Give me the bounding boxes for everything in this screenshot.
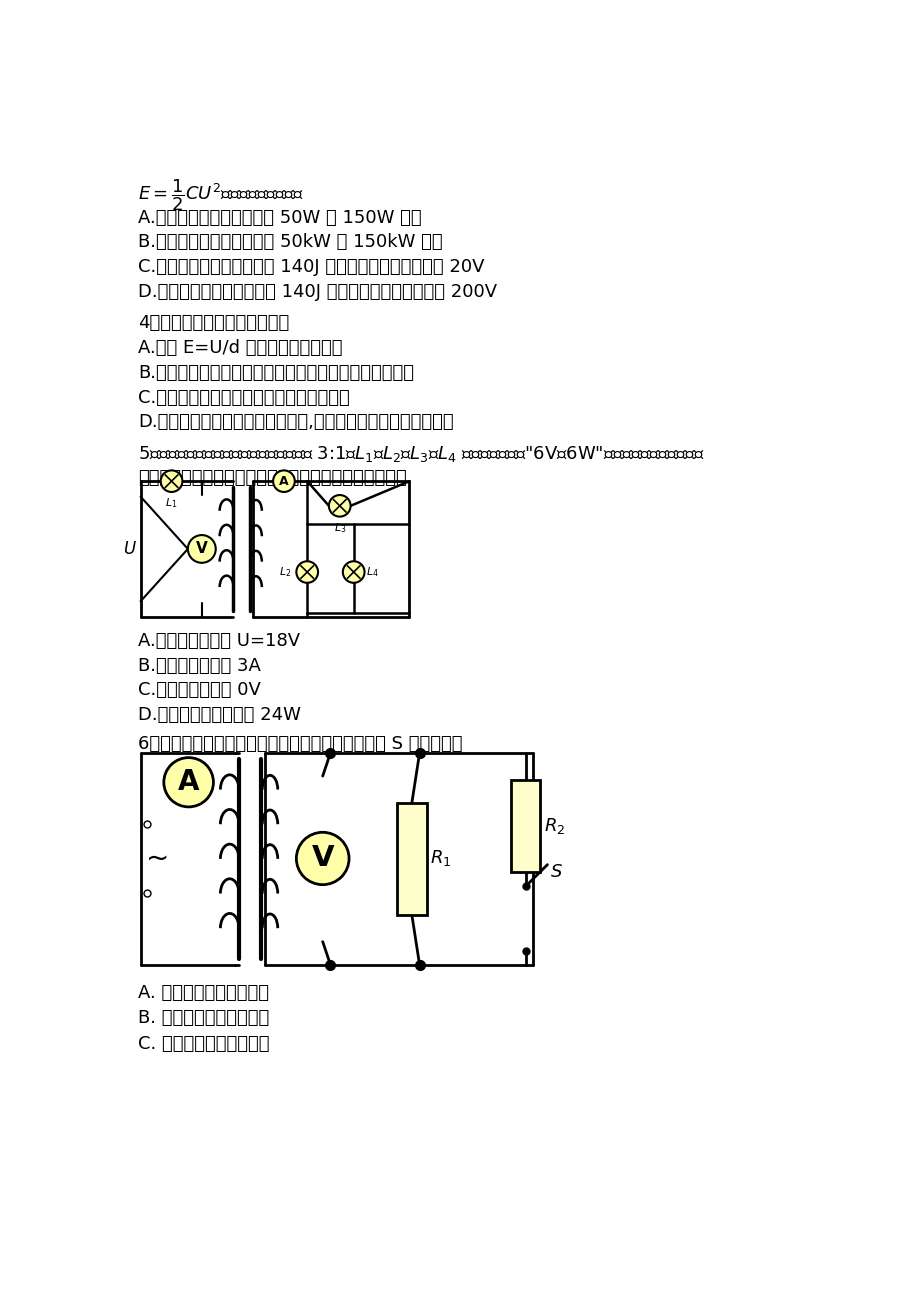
Text: $R_2$: $R_2$: [544, 816, 565, 836]
Text: B.除颤器工作时的电功率在 50kW 到 150kW 之间: B.除颤器工作时的电功率在 50kW 到 150kW 之间: [138, 233, 442, 251]
Text: A.此电路输入电压 U=18V: A.此电路输入电压 U=18V: [138, 631, 300, 650]
Text: A. 交流电压表示数将变大: A. 交流电压表示数将变大: [138, 984, 269, 1003]
Text: 4、下列说法正确的是（　　）: 4、下列说法正确的是（ ）: [138, 314, 289, 332]
Text: $R_1$: $R_1$: [430, 849, 451, 868]
Text: C.电压表的示数为 0V: C.电压表的示数为 0V: [138, 681, 261, 699]
Text: 5、如图所示，变压器原副线圈的匝数比为 3:1，$L_1$、$L_2$、$L_3$、$L_4$ 为四只规格均为"6V，6W"的相同灯泡，各电表为理: 5、如图所示，变压器原副线圈的匝数比为 3:1，$L_1$、$L_2$、$L_3…: [138, 444, 704, 465]
Text: V: V: [196, 542, 208, 556]
Text: C.要使除颤器的电容器储存 140J 的电能，充电电压需达到 20V: C.要使除颤器的电容器储存 140J 的电能，充电电压需达到 20V: [138, 258, 484, 276]
Text: V: V: [312, 845, 334, 872]
Text: B.真空中两点电荷之间的库仑力与它们之间的距离成反比: B.真空中两点电荷之间的库仑力与它们之间的距离成反比: [138, 365, 414, 383]
Bar: [397, 803, 426, 915]
Text: $L_1$: $L_1$: [165, 496, 177, 510]
Text: $L_2$: $L_2$: [279, 565, 291, 579]
Circle shape: [161, 470, 182, 492]
Text: $L_4$: $L_4$: [366, 565, 379, 579]
Text: A: A: [177, 768, 199, 797]
Text: D.要使除颤器的电容器储存 140J 的电能，充电电压需达到 200V: D.要使除颤器的电容器储存 140J 的电能，充电电压需达到 200V: [138, 283, 497, 301]
Circle shape: [343, 561, 364, 583]
Circle shape: [164, 758, 213, 807]
Text: A.公式 E=U/d 对于任何电场均适用: A.公式 E=U/d 对于任何电场均适用: [138, 340, 343, 358]
Text: A.除颤器工作时的电功率在 50W 到 150W 之间: A.除颤器工作时的电功率在 50W 到 150W 之间: [138, 208, 422, 227]
Text: 6、如图所示，当把理想变压器副线圈回路中的开关 S 闭合时，则: 6、如图所示，当把理想变压器副线圈回路中的开关 S 闭合时，则: [138, 736, 462, 754]
Text: D.通电导线在某处所受安培力为零,则该处的磁感应强度一定为零: D.通电导线在某处所受安培力为零,则该处的磁感应强度一定为零: [138, 414, 453, 431]
Text: $U$: $U$: [123, 540, 137, 559]
Text: C.静电平衡状态下的导体内部场强处处为零: C.静电平衡状态下的导体内部场强处处为零: [138, 389, 349, 406]
Text: $E = \dfrac{1}{2}CU^2$，下列说法正确的是: $E = \dfrac{1}{2}CU^2$，下列说法正确的是: [138, 178, 304, 214]
Bar: [510, 780, 539, 872]
Circle shape: [187, 535, 216, 562]
Circle shape: [328, 495, 350, 517]
Text: $L_3$: $L_3$: [334, 521, 346, 535]
Text: 想电表，四只灯泡均能正常发光则下列说法正确的是（）: 想电表，四只灯泡均能正常发光则下列说法正确的是（）: [138, 469, 406, 487]
Text: A: A: [278, 475, 289, 488]
Text: D.原线圈的输入功率为 24W: D.原线圈的输入功率为 24W: [138, 706, 301, 724]
Text: B.电流表的示数为 3A: B.电流表的示数为 3A: [138, 656, 261, 674]
Text: C. 交流电流表示数将变小: C. 交流电流表示数将变小: [138, 1035, 269, 1053]
Circle shape: [296, 832, 348, 884]
Text: ~: ~: [146, 845, 169, 872]
Text: S: S: [550, 863, 562, 881]
Circle shape: [273, 470, 294, 492]
Circle shape: [296, 561, 318, 583]
Text: B. 交流电压表示数将变小: B. 交流电压表示数将变小: [138, 1009, 269, 1027]
